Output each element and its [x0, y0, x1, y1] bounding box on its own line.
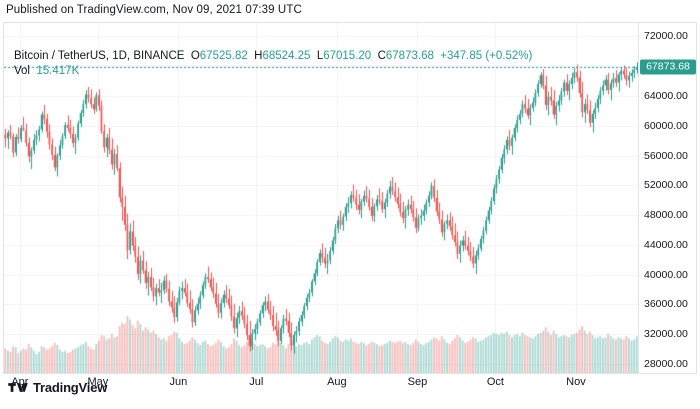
price-tick-label: 28000.00 [644, 358, 688, 371]
time-tick-label: Sep [407, 376, 428, 388]
time-tick-label: May [87, 376, 109, 388]
chart-frame: 72000.0068000.0064000.0060000.0056000.00… [3, 22, 697, 374]
chart-plot-area[interactable] [4, 23, 638, 373]
tradingview-footer: TradingView [8, 380, 107, 395]
price-tick-label: 44000.00 [644, 238, 688, 251]
time-tick-label: Aug [327, 376, 347, 388]
price-tick-label: 36000.00 [644, 298, 688, 311]
time-tick-label: Jun [169, 376, 188, 388]
time-axis[interactable]: Apr May Jun Jul Aug Sep Oct Nov [3, 374, 637, 394]
price-tick-label: 72000.00 [644, 30, 688, 43]
price-tick-label: 40000.00 [644, 268, 688, 281]
tradingview-wordmark: TradingView [33, 380, 108, 395]
price-tick-label: 56000.00 [644, 149, 688, 162]
current-price-badge: 67873.68 [640, 59, 696, 75]
price-tick-label: 52000.00 [644, 179, 688, 192]
price-tick-label: 48000.00 [644, 209, 688, 222]
price-axis[interactable]: 72000.0068000.0064000.0060000.0056000.00… [638, 23, 696, 373]
published-caption: Published on TradingView.com, Nov 09, 20… [6, 4, 302, 16]
time-tick-label: Oct [486, 376, 504, 388]
candlestick-canvas[interactable] [4, 23, 638, 373]
price-tick-label: 64000.00 [644, 89, 688, 102]
time-tick-label: Nov [566, 376, 586, 388]
price-tick-label: 32000.00 [644, 328, 688, 341]
price-tick-label: 60000.00 [644, 119, 688, 132]
tradingview-logo-icon [8, 383, 28, 392]
time-tick-label: Jul [249, 376, 264, 388]
